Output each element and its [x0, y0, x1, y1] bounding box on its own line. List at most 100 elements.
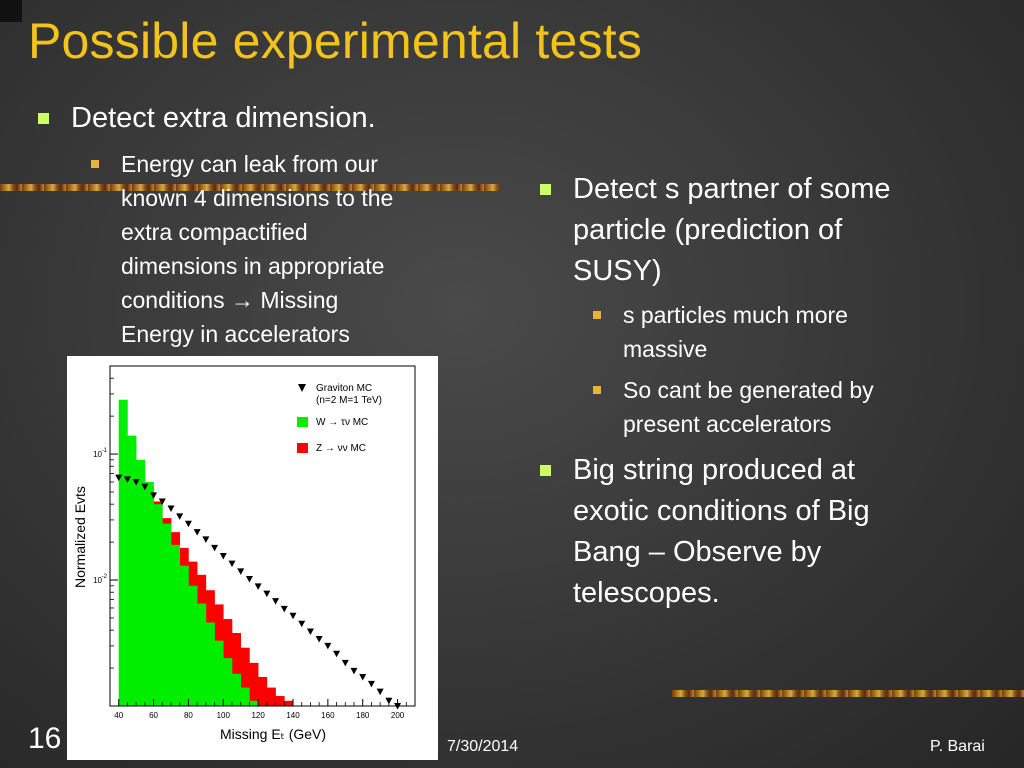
graviton-point: [306, 628, 314, 636]
w-bar: [205, 622, 215, 706]
z-bar: [240, 647, 250, 706]
sub-bullet-energy-leak: Energy can leak from our known 4 dimensi…: [91, 147, 393, 351]
bullet-big-string: Big string produced at exotic conditions…: [540, 450, 870, 614]
graviton-point: [132, 478, 140, 486]
x-tick-label: 200: [391, 711, 405, 720]
x-axis-label: Missing Eₜ (GeV): [220, 726, 326, 742]
sub-bullet-text: Energy can leak from our known 4 dimensi…: [121, 147, 393, 351]
z-bar: [232, 632, 242, 706]
graviton-point: [184, 520, 192, 528]
y-tick-exponent: -1: [102, 448, 108, 454]
graviton-point: [341, 659, 349, 667]
decorative-bar-bottom: [672, 690, 1024, 697]
graviton-point: [254, 583, 262, 590]
sub-bullet-line: Energy in accelerators: [121, 321, 350, 347]
bullet-line: telescopes.: [573, 577, 720, 609]
corner-mark: [0, 0, 22, 22]
graviton-point: [324, 642, 332, 650]
z-bar: [284, 700, 294, 706]
graviton-point: [202, 536, 210, 543]
bullet-text: Detect s partner of some particle (predi…: [573, 169, 891, 292]
y-axis-label: Normalized Evts: [72, 486, 88, 588]
graviton-point: [193, 529, 201, 536]
w-bar: [136, 459, 146, 706]
sub-bullet-text: s particles much more massive: [623, 298, 848, 366]
graviton-point: [280, 605, 288, 613]
sub-bullet-square-icon: [593, 311, 601, 319]
bullet-line: SUSY): [573, 255, 662, 287]
graviton-point: [289, 612, 297, 620]
bullet-square-icon: [540, 465, 551, 476]
w-bar: [162, 523, 172, 706]
graviton-point: [359, 673, 367, 681]
graviton-point: [158, 498, 166, 506]
plot-frame: [109, 365, 416, 707]
x-tick-label: 60: [149, 711, 158, 720]
w-bar: [197, 603, 207, 706]
w-bar: [144, 481, 154, 706]
y-tick-label: 10: [93, 576, 102, 585]
sub-bullet-line: massive: [623, 336, 708, 362]
x-tick-label: 40: [114, 711, 123, 720]
w-bar: [249, 700, 259, 706]
z-bar: [249, 662, 259, 706]
legend-label: W → τν MC: [316, 417, 368, 428]
sub-bullet-accelerators: So cant be generated by present accelera…: [593, 373, 874, 441]
y-tick-label: 10: [93, 450, 102, 459]
legend-label-sub: (n=2 M=1 TeV): [316, 395, 382, 406]
bullet-line: Bang – Observe by: [573, 536, 822, 568]
legend-graviton-marker: [298, 384, 306, 392]
graviton-point: [263, 590, 271, 598]
graviton-point: [141, 483, 149, 491]
bullet-text: Detect extra dimension.: [71, 102, 376, 134]
w-bar: [240, 687, 250, 706]
w-bar: [188, 585, 198, 706]
bullet-detect-extra-dimension: Detect extra dimension.: [38, 98, 376, 139]
w-bar: [127, 435, 137, 706]
graviton-point: [237, 568, 245, 575]
bullet-line: Big string produced at: [573, 454, 856, 486]
sub-bullet-line: s particles much more: [623, 302, 848, 328]
graviton-point: [272, 598, 280, 605]
graviton-point: [228, 560, 236, 568]
graviton-point: [298, 620, 306, 628]
x-tick-label: 160: [321, 711, 335, 720]
legend-label: Graviton MC: [316, 383, 372, 394]
w-bar: [118, 399, 128, 706]
x-tick-label: 180: [356, 711, 370, 720]
z-bar: [266, 687, 276, 706]
x-tick-label: 100: [217, 711, 231, 720]
graviton-point: [376, 688, 384, 696]
graviton-point: [315, 636, 323, 643]
decorative-bar-top: [0, 184, 500, 191]
legend-z-marker: [297, 443, 308, 453]
legend-label: Z → νν MC: [316, 443, 366, 454]
graviton-point: [219, 553, 227, 560]
footer-author: P. Barai: [930, 738, 985, 755]
w-bar: [153, 504, 163, 706]
sub-bullet-text: So cant be generated by present accelera…: [623, 373, 874, 441]
slide-title: Possible experimental tests: [28, 13, 643, 69]
w-bar: [214, 640, 224, 706]
footer-date: 7/30/2014: [447, 738, 519, 755]
w-bar: [179, 565, 189, 706]
slide-number: 16: [28, 722, 62, 755]
graviton-point: [385, 697, 393, 705]
sub-bullet-line: known 4 dimensions to the: [121, 185, 394, 211]
bullet-square-icon: [38, 113, 49, 124]
bullet-line: Detect s partner of some: [573, 173, 891, 205]
x-tick-label: 120: [251, 711, 265, 720]
sub-bullet-square-icon: [91, 160, 99, 168]
x-tick-label: 140: [286, 711, 300, 720]
w-bar: [232, 673, 242, 706]
w-bar: [223, 658, 233, 706]
missing-et-plot: 40 60 80 100 120 140 160 180 200 10 -1 10 -2 Missing …: [67, 356, 438, 760]
sub-bullet-line: conditions → Missing: [121, 287, 339, 313]
x-tick-label: 80: [184, 711, 193, 720]
sub-bullet-line: dimensions in appropriate: [121, 253, 385, 279]
sub-bullet-line: extra compactified: [121, 219, 308, 245]
graviton-point: [115, 474, 123, 482]
z-bar: [275, 696, 285, 706]
graviton-point: [367, 680, 375, 688]
